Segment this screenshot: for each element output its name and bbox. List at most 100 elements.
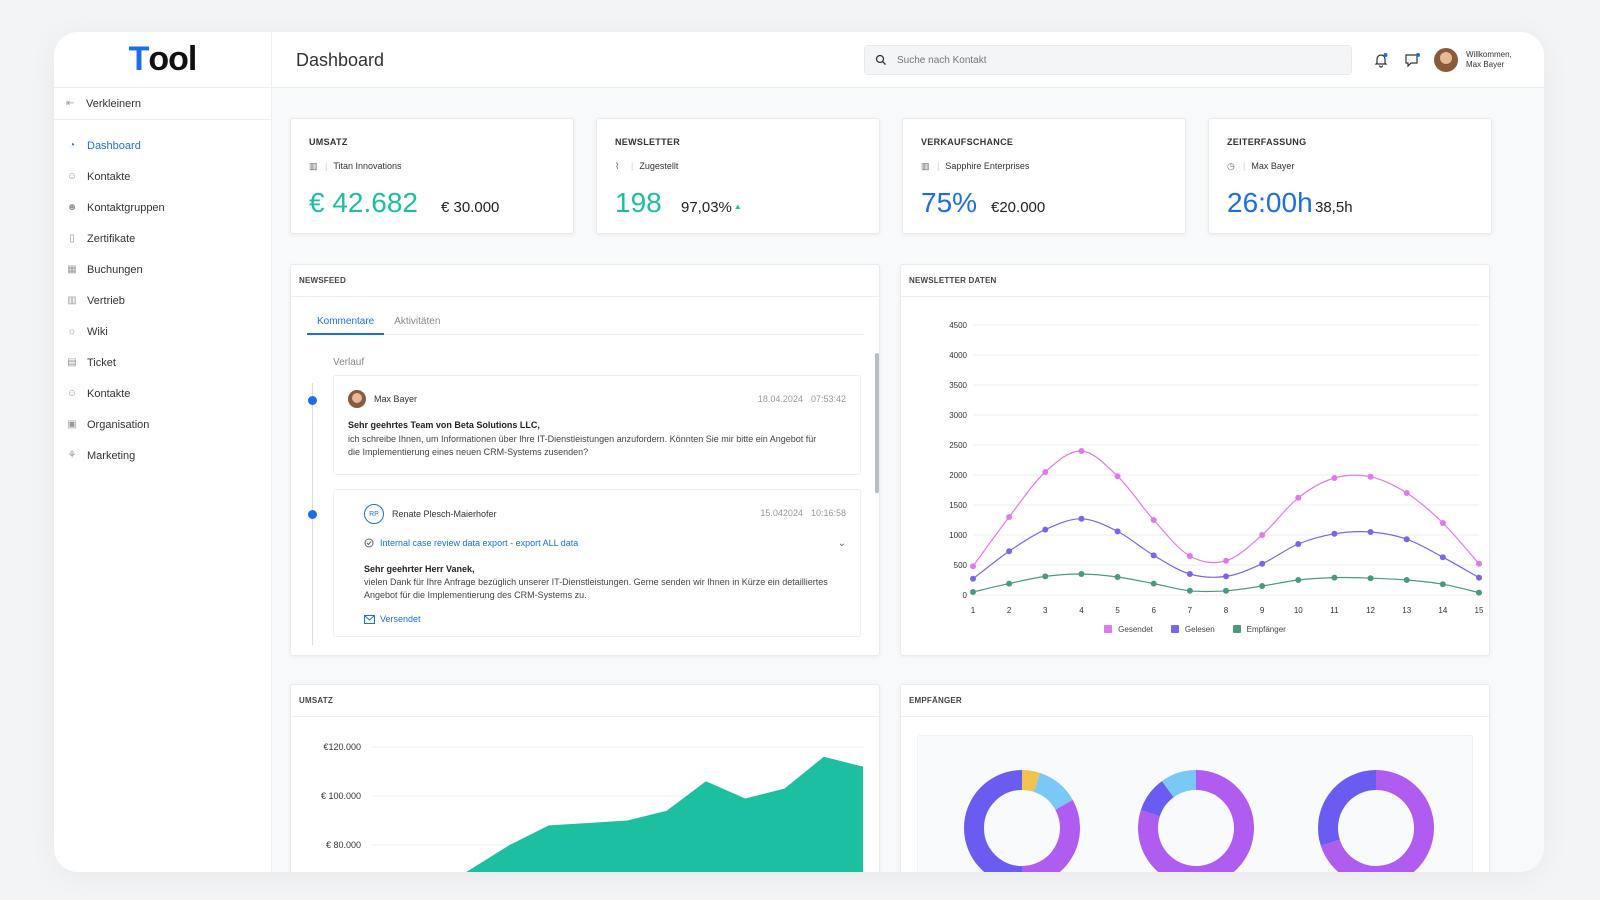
data-point[interactable] — [1223, 573, 1229, 580]
welcome-text[interactable]: Willkommen, Max Bayer — [1466, 50, 1512, 70]
data-point[interactable] — [1114, 574, 1121, 580]
data-point[interactable] — [1223, 587, 1229, 594]
sidebar-item-kontaktgruppen[interactable]: ☻ Kontaktgruppen — [54, 192, 271, 223]
data-point[interactable] — [970, 589, 976, 595]
kpi-card-zeiterfassung[interactable]: ZEITERFASSUNG ◷ | Max Bayer 26:00h 38,5h — [1208, 118, 1492, 234]
data-point[interactable] — [1006, 580, 1013, 587]
sidebar-item-zertifikate[interactable]: ▯ Zertifikate — [54, 223, 271, 254]
data-point[interactable] — [1403, 490, 1410, 496]
data-point[interactable] — [1331, 530, 1338, 537]
data-point[interactable] — [1367, 575, 1374, 582]
data-point[interactable] — [1295, 541, 1302, 547]
kpi-card-newsletter[interactable]: NEWSLETTER ⌇ | Zugestellt 198 97,03% ▲ — [596, 118, 880, 234]
sidebar-item-kontakte[interactable]: ☺ Kontakte — [54, 161, 271, 192]
data-point[interactable] — [1042, 573, 1049, 580]
kpi-subtitle: ▥ | Sapphire Enterprises — [921, 161, 1029, 171]
data-point[interactable] — [1150, 580, 1157, 587]
data-point[interactable] — [1439, 581, 1446, 588]
data-point[interactable] — [1078, 515, 1085, 522]
data-point[interactable] — [1259, 560, 1266, 567]
data-point[interactable] — [1186, 553, 1193, 559]
data-point[interactable] — [1150, 552, 1157, 559]
bell-icon[interactable] — [1373, 52, 1389, 68]
legend-item[interactable]: Empfänger — [1232, 625, 1286, 634]
data-point[interactable] — [1150, 517, 1157, 523]
data-point[interactable] — [1476, 589, 1482, 596]
mail-icon — [364, 614, 375, 624]
donut-slice[interactable] — [1318, 770, 1377, 846]
tab-aktivitaeten[interactable]: Aktivitäten — [394, 316, 441, 327]
chat-icon[interactable] — [1404, 52, 1421, 68]
legend-swatch — [1104, 625, 1113, 633]
data-point[interactable] — [1114, 473, 1121, 480]
data-point[interactable] — [1476, 574, 1482, 581]
newsfeed-panel: NEWSFEED Kommentare Aktivitäten Verlauf … — [290, 264, 880, 656]
data-point[interactable] — [1006, 514, 1013, 520]
data-point[interactable] — [1295, 577, 1302, 583]
data-point[interactable] — [1403, 577, 1410, 583]
sidebar-item-vertrieb[interactable]: ▥ Vertrieb — [54, 285, 271, 316]
donut-slice[interactable] — [1161, 770, 1197, 798]
donut-slice[interactable] — [1140, 781, 1175, 817]
kpi-card-umsatz[interactable]: UMSATZ ▥ | Titan Innovations € 42.682 € … — [290, 118, 574, 234]
chevron-down-icon[interactable]: ⌄ — [837, 537, 846, 549]
data-point[interactable] — [1367, 529, 1374, 535]
sidebar-item-organisation[interactable]: ▣ Organisation — [54, 409, 271, 440]
data-point[interactable] — [1186, 571, 1193, 577]
donut-slice[interactable] — [1021, 770, 1040, 792]
collapse-sidebar-button[interactable]: ⇤ Verkleinern — [54, 88, 271, 120]
sidebar-item-dashboard[interactable]: ◔ Dashboard — [54, 130, 271, 161]
data-point[interactable] — [1259, 532, 1266, 538]
x-tick-label: 13 — [1402, 606, 1411, 615]
data-point[interactable] — [1042, 526, 1049, 533]
data-point[interactable] — [1078, 448, 1085, 454]
sidebar-item-ticket[interactable]: ▤ Ticket — [54, 347, 271, 378]
kpi-card-verkaufschance[interactable]: VERKAUFSCHANCE ▥ | Sapphire Enterprises … — [902, 118, 1186, 234]
linked-case[interactable]: Internal case review data export - expor… — [364, 537, 846, 549]
data-point[interactable] — [1439, 554, 1446, 561]
data-point[interactable] — [1114, 528, 1121, 535]
donut-slice[interactable] — [1138, 770, 1254, 872]
chart-legend: Gesendet Gelesen Empfänger — [901, 625, 1489, 634]
data-point[interactable] — [970, 575, 976, 582]
data-point[interactable] — [970, 563, 976, 570]
user-avatar[interactable] — [1434, 48, 1458, 72]
x-tick-label: 3 — [1043, 606, 1048, 615]
legend-item[interactable]: Gelesen — [1170, 625, 1215, 634]
scrollbar[interactable] — [875, 353, 879, 493]
data-point[interactable] — [1042, 469, 1049, 475]
data-point[interactable] — [1403, 536, 1410, 543]
comment-time: 07:53:42 — [810, 394, 846, 404]
data-point[interactable] — [1439, 520, 1446, 526]
sidebar-item-wiki[interactable]: ☼ Wiki — [54, 316, 271, 347]
data-point[interactable] — [1223, 557, 1229, 564]
sidebar-item-kontakte[interactable]: ☺ Kontakte — [54, 378, 271, 409]
data-point[interactable] — [1078, 571, 1085, 577]
sidebar-item-marketing[interactable]: ⚘ Marketing — [54, 440, 271, 471]
data-point[interactable] — [1006, 548, 1013, 555]
data-point[interactable] — [1476, 560, 1482, 567]
search-box[interactable] — [864, 45, 1352, 75]
comment-card[interactable]: RP Renate Plesch-Maierhofer 15.042024 10:… — [333, 489, 861, 637]
donut-slice[interactable] — [1033, 772, 1073, 811]
sidebar-item-buchungen[interactable]: ▦ Buchungen — [54, 254, 271, 285]
donut-slice[interactable] — [1021, 800, 1080, 872]
x-tick-label: 1 — [971, 606, 976, 615]
data-point[interactable] — [1331, 574, 1338, 581]
donut-slice[interactable] — [964, 770, 1023, 872]
legend-swatch — [1232, 625, 1241, 633]
data-point[interactable] — [1367, 473, 1374, 480]
data-point[interactable] — [1259, 583, 1266, 589]
data-point[interactable] — [1331, 475, 1338, 481]
y-tick-label: €120.000 — [323, 742, 361, 752]
legend-label: Empfänger — [1246, 625, 1286, 634]
donut-slice[interactable] — [1320, 770, 1434, 872]
tab-kommentare[interactable]: Kommentare — [307, 313, 385, 335]
search-input[interactable] — [897, 54, 1297, 66]
data-point[interactable] — [1186, 587, 1193, 594]
data-point[interactable] — [1295, 494, 1302, 501]
legend-item[interactable]: Gesendet — [1104, 625, 1153, 634]
comment-card[interactable]: Max Bayer 18.04.2024 07:53:42 Sehr geehrt… — [333, 375, 861, 475]
